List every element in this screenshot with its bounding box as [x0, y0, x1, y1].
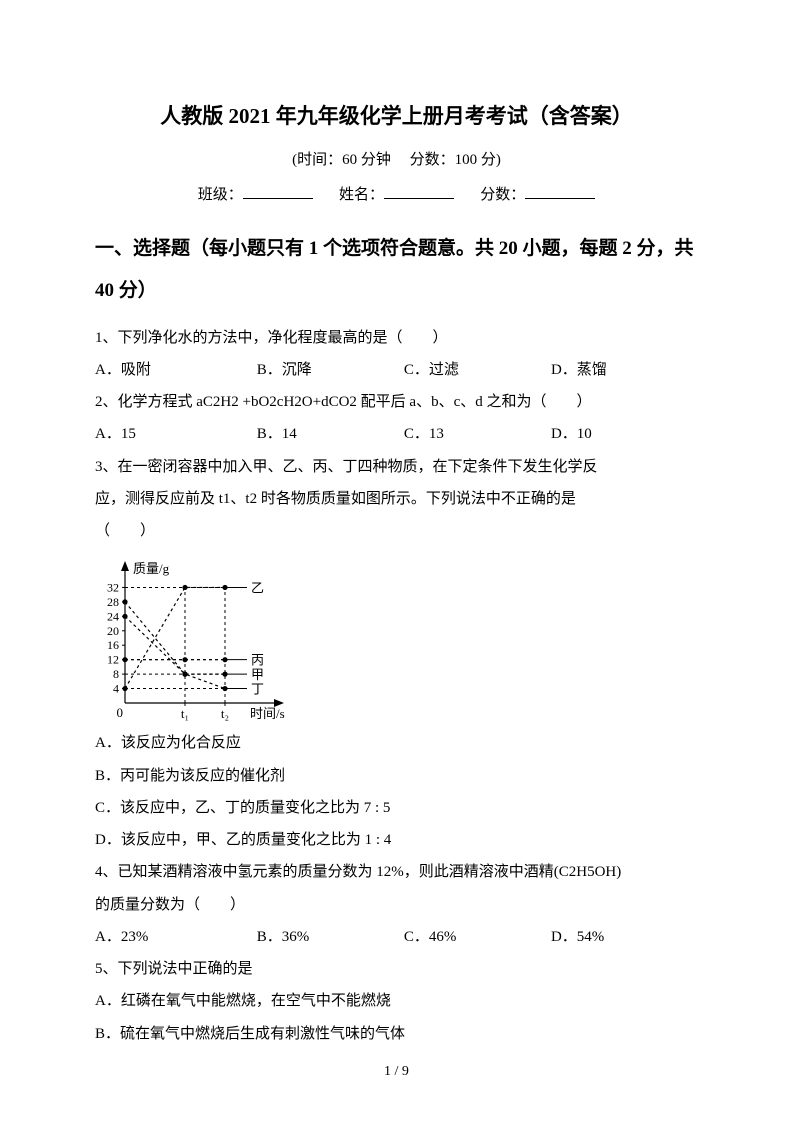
- class-label: 班级：: [198, 187, 243, 203]
- svg-text:20: 20: [107, 624, 119, 638]
- q1-opt-b: B．沉降: [257, 354, 404, 386]
- page-number: 1 / 9: [0, 1064, 793, 1080]
- mass-time-chart: 48121620242832 0 t₁ t₂ 质量/g 时间/s 乙丙甲丁: [95, 553, 305, 723]
- class-blank: [243, 185, 313, 199]
- q4-opt-b: B．36%: [257, 921, 404, 953]
- student-info: 班级： 姓名： 分数：: [95, 183, 698, 204]
- q3-opt-c: C．该反应中，乙、丁的质量变化之比为 7 : 5: [95, 792, 698, 824]
- svg-text:32: 32: [107, 581, 119, 595]
- svg-text:t₁: t₁: [181, 706, 189, 721]
- q3-chart: 48121620242832 0 t₁ t₂ 质量/g 时间/s 乙丙甲丁: [95, 553, 698, 723]
- q4-options: A．23% B．36% C．46% D．54%: [95, 921, 698, 953]
- svg-text:4: 4: [113, 682, 119, 696]
- q2-opt-d: D．10: [551, 418, 698, 450]
- svg-text:质量/g: 质量/g: [133, 561, 170, 576]
- svg-text:乙: 乙: [251, 581, 264, 596]
- q3-opt-b: B．丙可能为该反应的催化剂: [95, 760, 698, 792]
- name-blank: [384, 185, 454, 199]
- q3-line1: 3、在一密闭容器中加入甲、乙、丙、丁四种物质，在下定条件下发生化学反: [95, 451, 698, 483]
- svg-text:t₂: t₂: [221, 706, 229, 721]
- q1-opt-c: C．过滤: [404, 354, 551, 386]
- q1-options: A．吸附 B．沉降 C．过滤 D．蒸馏: [95, 354, 698, 386]
- page-title: 人教版 2021 年九年级化学上册月考考试（含答案）: [95, 100, 698, 130]
- q2-opt-b: B．14: [257, 418, 404, 450]
- q3-opt-a: A．该反应为化合反应: [95, 727, 698, 759]
- name-label: 姓名：: [339, 187, 384, 203]
- q4-opt-c: C．46%: [404, 921, 551, 953]
- q4-line2: 的质量分数为（ ）: [95, 889, 698, 921]
- q5-opt-b: B．硫在氧气中燃烧后生成有刺激性气味的气体: [95, 1018, 698, 1050]
- q3-opt-d: D．该反应中，甲、乙的质量变化之比为 1 : 4: [95, 824, 698, 856]
- q5-stem: 5、下列说法中正确的是: [95, 953, 698, 985]
- q2-opt-a: A．15: [95, 418, 257, 450]
- svg-text:24: 24: [107, 610, 119, 624]
- section-1-heading: 一、选择题（每小题只有 1 个选项符合题意。共 20 小题，每题 2 分，共 4…: [95, 228, 698, 312]
- q3-line2: 应，测得反应前及 t1、t2 时各物质质量如图所示。下列说法中不正确的是: [95, 483, 698, 515]
- exam-meta: (时间：60 分钟 分数：100 分): [95, 148, 698, 169]
- q4-line1: 4、已知某酒精溶液中氢元素的质量分数为 12%，则此酒精溶液中酒精(C2H5OH…: [95, 856, 698, 888]
- time-label: (时间：60 分钟: [292, 152, 391, 168]
- svg-text:16: 16: [107, 639, 119, 653]
- svg-text:12: 12: [107, 653, 119, 667]
- svg-text:丙: 丙: [251, 653, 264, 668]
- q3-line3: （ ）: [95, 515, 698, 547]
- svg-text:丁: 丁: [251, 682, 264, 697]
- svg-text:0: 0: [117, 705, 124, 720]
- q5-opt-a: A．红磷在氧气中能燃烧，在空气中不能燃烧: [95, 985, 698, 1017]
- q1-stem: 1、下列净化水的方法中，净化程度最高的是（ ）: [95, 322, 698, 354]
- q2-stem: 2、化学方程式 aC2H2 +bO2cH2O+dCO2 配平后 a、b、c、d …: [95, 386, 698, 418]
- score-blank: [525, 185, 595, 199]
- svg-text:8: 8: [113, 667, 119, 681]
- q2-options: A．15 B．14 C．13 D．10: [95, 418, 698, 450]
- q1-opt-a: A．吸附: [95, 354, 257, 386]
- svg-text:28: 28: [107, 595, 119, 609]
- q4-opt-d: D．54%: [551, 921, 698, 953]
- q4-opt-a: A．23%: [95, 921, 257, 953]
- q1-opt-d: D．蒸馏: [551, 354, 698, 386]
- score-label2: 分数：: [480, 187, 525, 203]
- svg-text:甲: 甲: [251, 667, 264, 682]
- svg-text:时间/s: 时间/s: [250, 706, 285, 721]
- q2-opt-c: C．13: [404, 418, 551, 450]
- score-label: 分数：100 分): [410, 152, 501, 168]
